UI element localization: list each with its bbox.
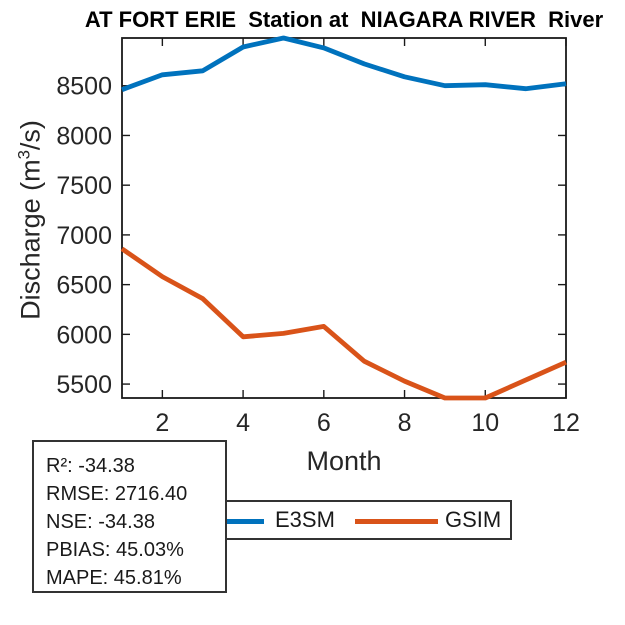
stat-r2: R²: -34.38 — [46, 455, 135, 477]
stat-pbias: PBIAS: 45.03% — [46, 539, 184, 561]
stats-annotation-box: R²: -34.38 RMSE: 2716.40 NSE: -34.38 PBI… — [32, 440, 227, 593]
y-tick-label: 5500 — [56, 371, 112, 399]
e3sm-line — [121, 35, 567, 92]
plot-border — [121, 37, 567, 399]
y-tick-label: 7000 — [56, 222, 112, 250]
x-tick-label: 4 — [236, 409, 250, 437]
y-tick-label: 6500 — [56, 272, 112, 300]
x-tick-label: 8 — [398, 409, 412, 437]
stat-nse: NSE: -34.38 — [46, 511, 155, 533]
y-tick-label: 8500 — [56, 73, 112, 101]
x-tick-label: 10 — [471, 409, 499, 437]
y-axis-label-base: Discharge (m — [15, 159, 46, 320]
y-axis-label-unit: /s) — [15, 120, 46, 151]
gsim-line — [120, 246, 567, 401]
y-axis-label: Discharge (m3/s) — [14, 120, 47, 320]
stat-mape: MAPE: 45.81% — [46, 567, 182, 589]
gsim-legend-label: GSIM — [445, 507, 502, 532]
legend-box: E3SM GSIM — [171, 500, 512, 540]
gsim-legend-line — [355, 519, 438, 524]
chart-title: AT FORT ERIE Station at NIAGARA RIVER Ri… — [84, 7, 604, 32]
y-tick-label: 6000 — [56, 321, 112, 349]
x-tick-label: 2 — [155, 409, 169, 437]
x-tick-label: 6 — [317, 409, 331, 437]
y-axis-label-superscript: 3 — [14, 150, 34, 160]
e3sm-legend-label: E3SM — [275, 507, 335, 532]
y-tick-label: 8000 — [56, 122, 112, 150]
y-tick-label: 7500 — [56, 172, 112, 200]
x-axis-label: Month — [306, 446, 382, 476]
stat-rmse: RMSE: 2716.40 — [46, 483, 188, 505]
x-tick-label: 12 — [552, 409, 580, 437]
